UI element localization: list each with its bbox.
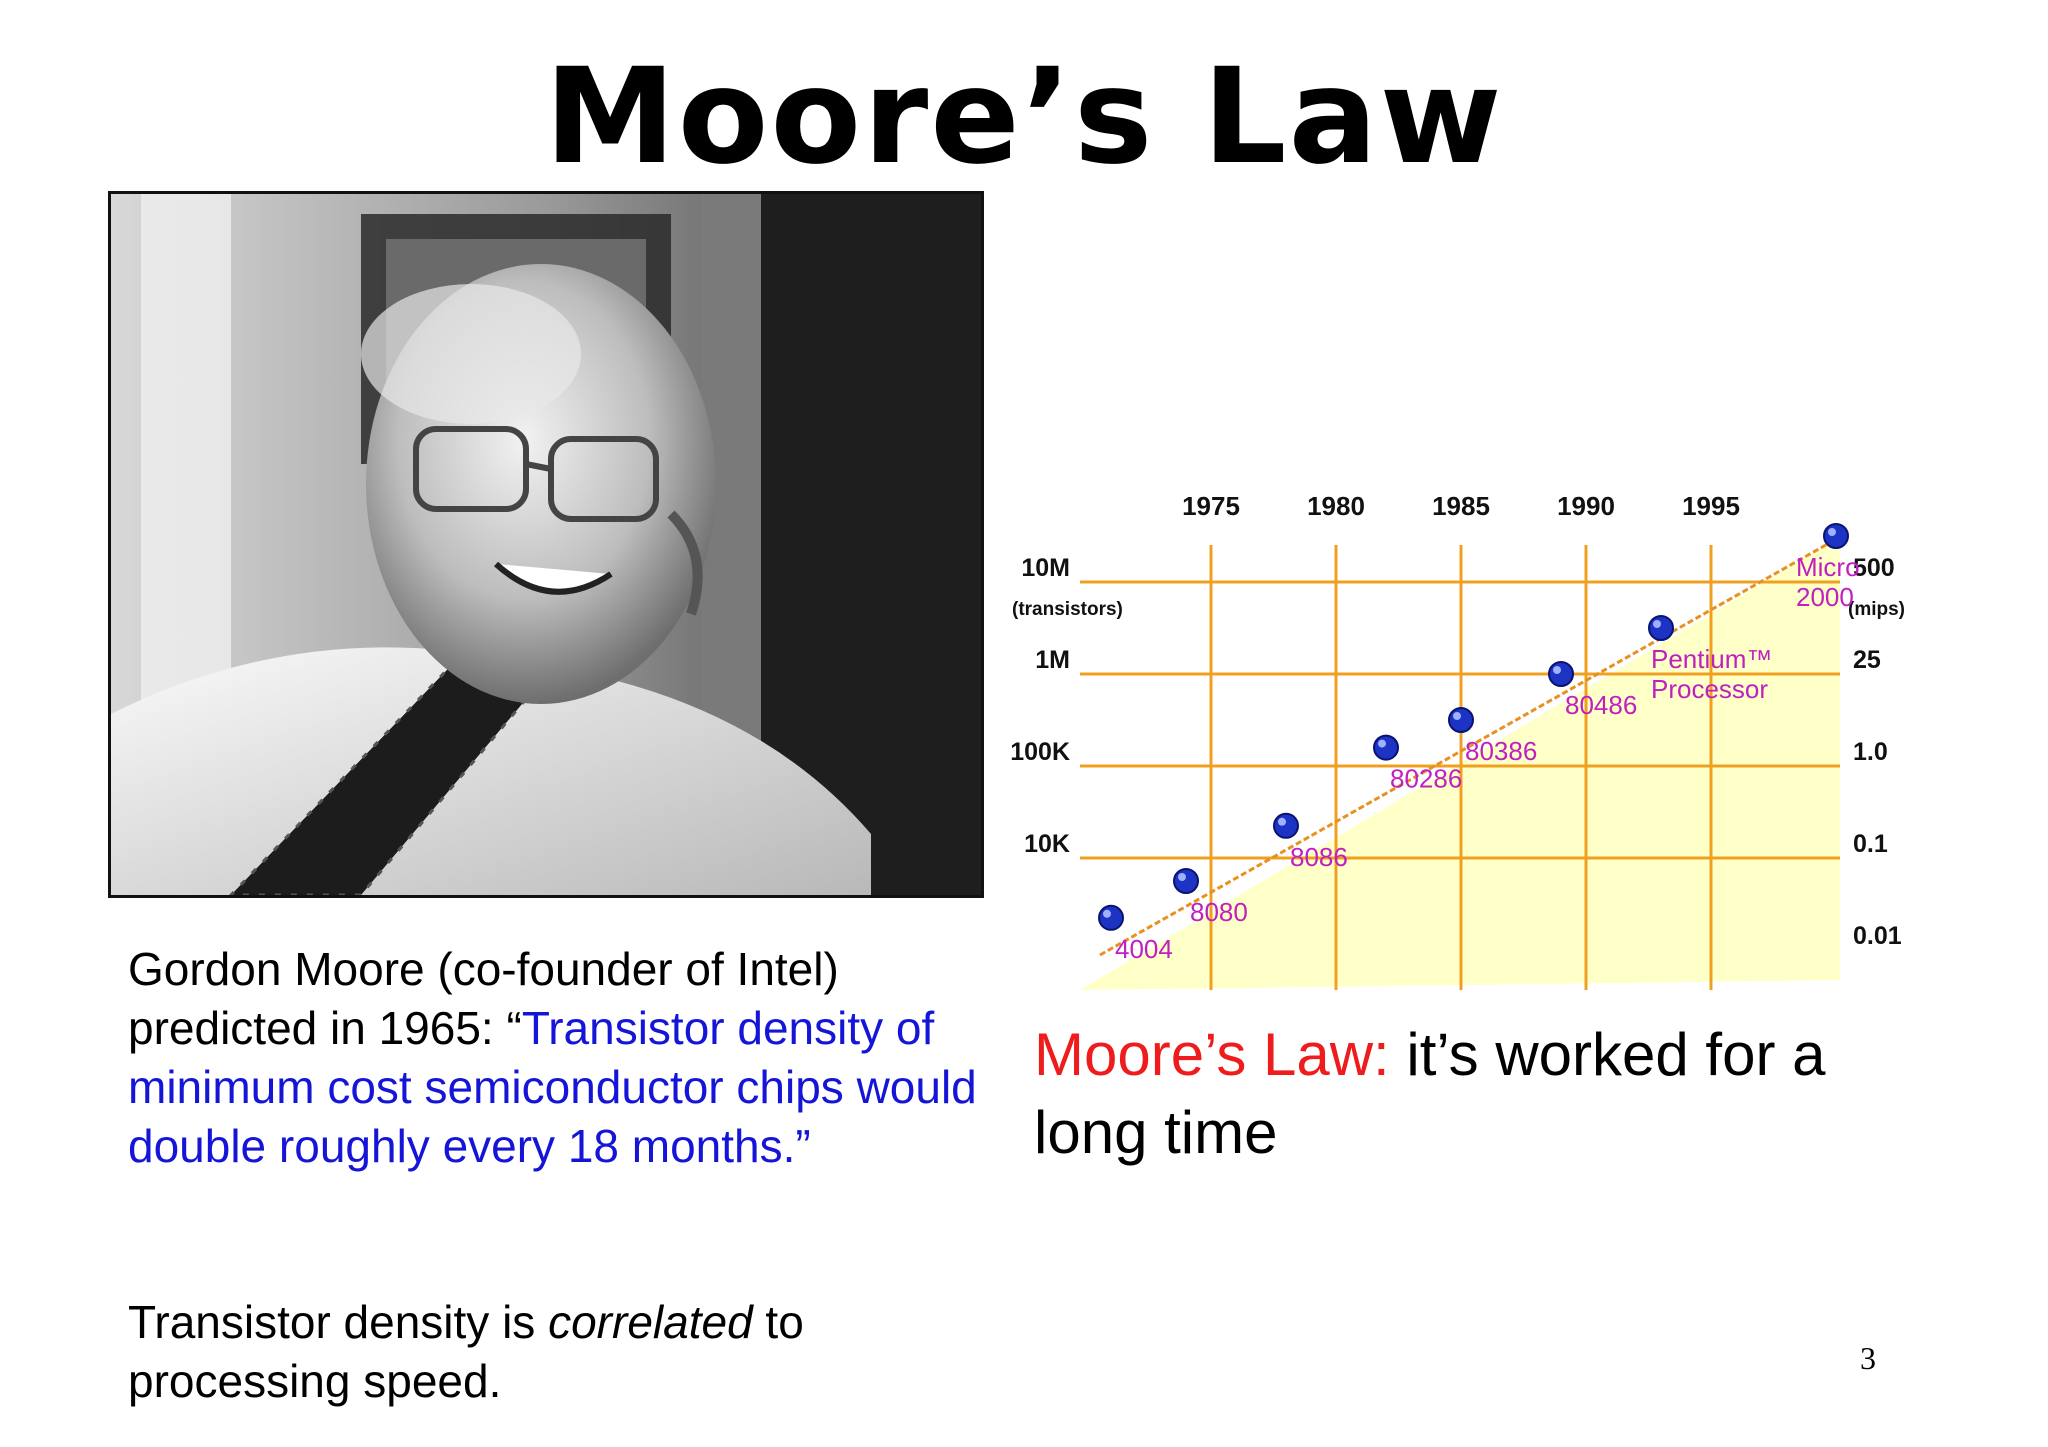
point-label-line: Pentium™ — [1651, 644, 1772, 674]
point-label-4: 80386 — [1465, 736, 1537, 766]
point-7 — [1823, 523, 1849, 549]
point-0 — [1098, 904, 1124, 931]
y-right-tick-2: 1.0 — [1853, 738, 1888, 766]
y-right-tick-1: 25 — [1853, 646, 1881, 674]
y-left-axis: 10M 1M 100K 10K (transistors) — [1010, 554, 1123, 858]
y-right-tick-3: 0.1 — [1853, 830, 1888, 858]
y-left-tick-2: 100K — [1010, 738, 1070, 766]
note-emphasis: correlated — [548, 1296, 753, 1348]
point-label-line: 2000 — [1796, 582, 1854, 612]
y-left-tick-1: 1M — [1035, 646, 1070, 674]
point-highlight-5 — [1553, 666, 1561, 674]
point-highlight-2 — [1278, 817, 1286, 826]
y-right-axis: 500 25 1.0 0.1 0.01 (mips) — [1848, 554, 1905, 950]
point-6 — [1648, 615, 1674, 641]
y-right-tick-0: 500 — [1853, 554, 1895, 582]
point-label-5: 80486 — [1565, 690, 1637, 720]
point-highlight-1 — [1178, 873, 1186, 881]
note-after: to processing speed. — [128, 1296, 804, 1407]
caption: Gordon Moore (co-founder of Intel) predi… — [128, 940, 978, 1176]
point-highlight-7 — [1828, 528, 1836, 536]
density-note: Transistor density is correlated to proc… — [128, 1293, 978, 1411]
quote-closing: ” — [795, 1120, 811, 1172]
caption-intro: Gordon Moore (co-founder of Intel) predi… — [128, 943, 839, 1054]
slide-title: Moore’s Law — [544, 40, 1504, 194]
point-3 — [1373, 734, 1399, 761]
point-5 — [1548, 661, 1574, 687]
point-label-7: Micro 2000 — [1796, 552, 1860, 612]
x-tick-1990: 1990 — [1557, 491, 1615, 521]
x-axis-ticks: 1975 1980 1985 1990 1995 — [1182, 491, 1740, 521]
gordon-moore-photo — [108, 191, 984, 898]
y-right-tick-4: 0.01 — [1853, 922, 1902, 950]
point-highlight-0 — [1103, 909, 1111, 918]
point-label-0: 4004 — [1115, 934, 1173, 964]
point-label-2: 8086 — [1290, 842, 1348, 872]
note-before: Transistor density is — [128, 1296, 549, 1348]
point-highlight-3 — [1378, 739, 1386, 748]
law-text: it’s worked for a long time — [1034, 1021, 1826, 1166]
point-4 — [1448, 707, 1474, 733]
point-label-1: 8080 — [1190, 897, 1248, 927]
chart-grid — [1080, 545, 1840, 990]
point-label-6: Pentium™ Processor — [1651, 644, 1772, 704]
moore-quote: Transistor density of minimum cost semic… — [128, 1002, 977, 1172]
point-highlight-4 — [1453, 712, 1461, 720]
point-1 — [1173, 868, 1199, 894]
x-tick-1995: 1995 — [1682, 491, 1740, 521]
y-right-unit: (mips) — [1848, 599, 1905, 620]
point-label-3: 80286 — [1390, 764, 1462, 794]
moores-law-chart: 1975 1980 1985 1990 1995 10M 1M 100K 10K (transi… — [1010, 491, 1905, 990]
law-label: Moore’s Law: — [1034, 1021, 1390, 1088]
y-left-tick-0: 10M — [1021, 554, 1070, 582]
y-left-unit: (transistors) — [1012, 599, 1123, 620]
point-2 — [1273, 812, 1299, 839]
y-left-tick-3: 10K — [1024, 830, 1070, 858]
x-tick-1985: 1985 — [1432, 491, 1490, 521]
trend-line — [1099, 535, 1841, 957]
point-label-line: Micro — [1796, 552, 1860, 582]
x-tick-1980: 1980 — [1307, 491, 1365, 521]
page-number: 3 — [1860, 1340, 1876, 1376]
point-label-line: Processor — [1651, 674, 1768, 704]
x-tick-1975: 1975 — [1182, 491, 1240, 521]
point-highlight-6 — [1653, 620, 1661, 628]
law-statement: Moore’s Law: it’s worked for a long time — [1034, 1016, 1934, 1172]
